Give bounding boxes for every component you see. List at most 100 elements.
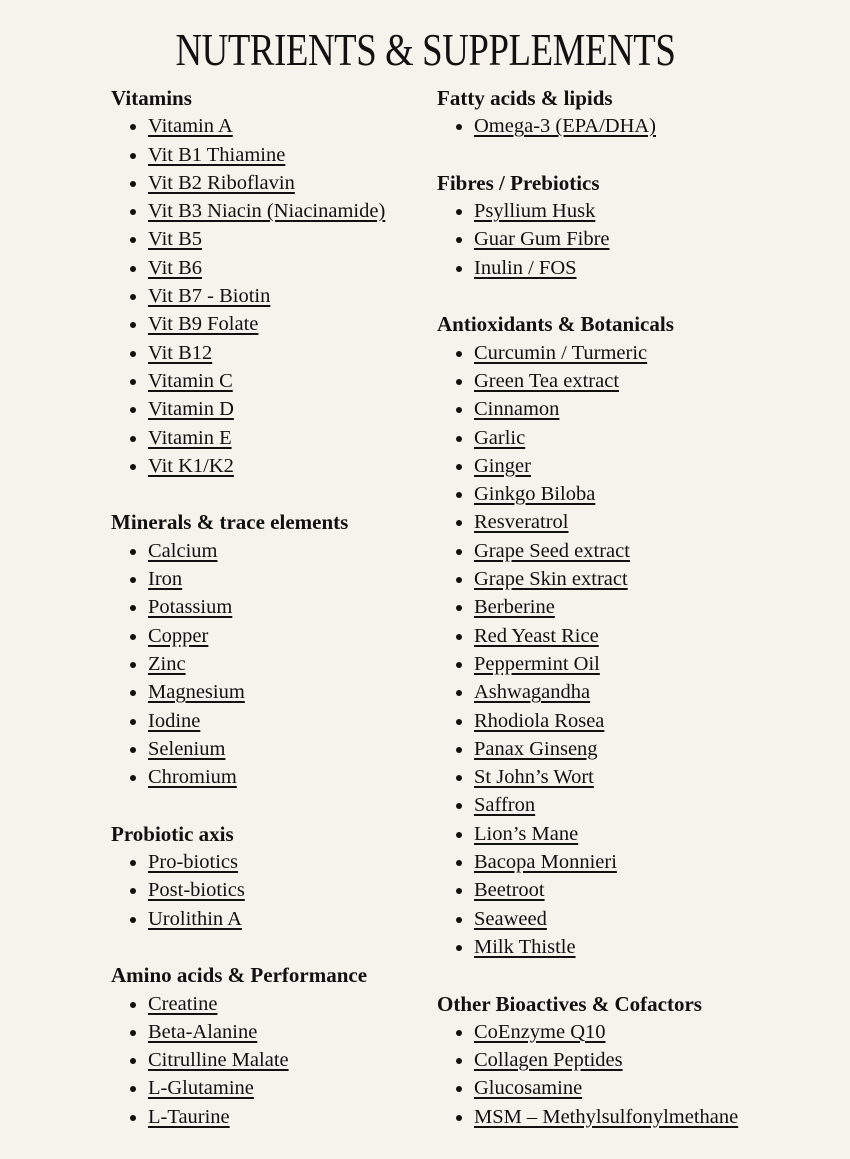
item-link[interactable]: Copper — [148, 624, 209, 647]
list-item: Resveratrol — [474, 508, 738, 536]
item-link[interactable]: Chromium — [148, 766, 237, 789]
item-link[interactable]: Milk Thistle — [474, 935, 576, 958]
item-link[interactable]: Lion’s Mane — [474, 822, 579, 845]
item-link[interactable]: Zinc — [148, 652, 186, 675]
right-column: Fatty acids & lipids Omega-3 (EPA/DHA) Fib… — [437, 84, 738, 1159]
item-link[interactable]: Vitamin D — [148, 398, 234, 421]
list-item: Calcium — [148, 537, 385, 565]
section-heading: Fibres / Prebiotics — [437, 170, 600, 195]
item-link[interactable]: Vit B6 — [148, 256, 203, 279]
item-link[interactable]: Selenium — [148, 737, 226, 760]
list-item: Garlic — [474, 424, 738, 452]
item-link[interactable]: Psyllium Husk — [474, 200, 596, 223]
item-link[interactable]: Vit K1/K2 — [148, 454, 234, 477]
section: Fibres / Prebiotics Psyllium Husk Guar Gum… — [437, 169, 738, 282]
list-item: Berberine — [474, 593, 738, 621]
section-heading: Probiotic axis — [111, 821, 234, 846]
list-item: Omega-3 (EPA/DHA) — [474, 112, 738, 140]
list-item: Vit B9 Folate — [148, 310, 385, 338]
item-link[interactable]: Iodine — [148, 709, 201, 732]
list-item: Vitamin C — [148, 367, 385, 395]
item-link[interactable]: St John’s Wort — [474, 766, 594, 789]
item-link[interactable]: Panax Ginseng — [474, 737, 598, 760]
page-title: NUTRIENTS & SUPPLEMENTS — [0, 22, 850, 78]
item-link[interactable]: Grape Skin extract — [474, 568, 628, 591]
item-link[interactable]: Berberine — [474, 596, 555, 619]
item-link[interactable]: Magnesium — [148, 681, 245, 704]
list-item: Red Yeast Rice — [474, 622, 738, 650]
item-link[interactable]: Creatine — [148, 992, 218, 1015]
item-link[interactable]: Saffron — [474, 794, 536, 817]
item-link[interactable]: L-Glutamine — [148, 1077, 254, 1100]
item-link[interactable]: Vit B3 Niacin (Niacinamide) — [148, 200, 386, 223]
item-link[interactable]: Vit B9 Folate — [148, 313, 259, 336]
list-item: Cinnamon — [474, 395, 738, 423]
list-item: CoEnzyme Q10 — [474, 1018, 738, 1046]
item-link[interactable]: Pro-biotics — [148, 851, 238, 874]
item-link[interactable]: Beetroot — [474, 879, 545, 902]
item-link[interactable]: Vitamin A — [148, 115, 233, 138]
item-link[interactable]: Curcumin / Turmeric — [474, 341, 648, 364]
item-link[interactable]: Calcium — [148, 539, 218, 562]
section: Vitamins Vitamin A Vit B1 Thiamine Vit B2 R… — [111, 84, 385, 480]
item-link[interactable]: Beta-Alanine — [148, 1020, 258, 1043]
item-link[interactable]: Seaweed — [474, 907, 547, 930]
section-heading: Amino acids & Performance — [111, 963, 368, 988]
item-link[interactable]: Urolithin A — [148, 907, 242, 930]
item-link[interactable]: Red Yeast Rice — [474, 624, 599, 647]
list-item: Magnesium — [148, 678, 385, 706]
item-link[interactable]: Vitamin E — [148, 426, 232, 449]
item-link[interactable]: Collagen Peptides — [474, 1049, 623, 1072]
item-link[interactable]: Vit B12 — [148, 341, 213, 364]
item-link[interactable]: Vit B2 Riboflavin — [148, 171, 295, 194]
item-link[interactable]: Grape Seed extract — [474, 539, 630, 562]
item-link[interactable]: Resveratrol — [474, 511, 569, 534]
section: Probiotic axis Pro-biotics Post-biotics Uro… — [111, 820, 385, 933]
list-item: Green Tea extract — [474, 367, 738, 395]
item-link[interactable]: Bacopa Monnieri — [474, 851, 617, 874]
list-item: Grape Skin extract — [474, 565, 738, 593]
item-link[interactable]: Vit B5 — [148, 228, 203, 251]
item-link[interactable]: Inulin / FOS — [474, 256, 577, 279]
list-item: Beetroot — [474, 876, 738, 904]
item-list: Calcium Iron Potassium Copper Zinc Magnesium I… — [111, 537, 385, 792]
item-link[interactable]: Potassium — [148, 596, 233, 619]
list-item: Guar Gum Fibre — [474, 225, 738, 253]
item-link[interactable]: Citrulline Malate — [148, 1049, 289, 1072]
item-link[interactable]: Vit B7 - Biotin — [148, 285, 271, 308]
item-link[interactable]: L-Taurine — [148, 1105, 230, 1128]
item-list: Vitamin A Vit B1 Thiamine Vit B2 Riboflavi… — [111, 112, 385, 480]
item-link[interactable]: Cinnamon — [474, 398, 560, 421]
item-list: Psyllium Husk Guar Gum Fibre Inulin / FOS — [437, 197, 738, 282]
left-column: Vitamins Vitamin A Vit B1 Thiamine Vit B2 R… — [111, 84, 385, 1159]
item-link[interactable]: Ashwagandha — [474, 681, 591, 704]
item-link[interactable]: Peppermint Oil — [474, 652, 600, 675]
item-link[interactable]: Vit B1 Thiamine — [148, 143, 286, 166]
item-link[interactable]: CoEnzyme Q10 — [474, 1020, 606, 1043]
list-item: Post-biotics — [148, 876, 385, 904]
item-link[interactable]: Rhodiola Rosea — [474, 709, 605, 732]
section: Minerals & trace elements Calcium Iron Pota… — [111, 508, 385, 791]
item-link[interactable]: Iron — [148, 568, 183, 591]
item-link[interactable]: Garlic — [474, 426, 526, 449]
list-item: Psyllium Husk — [474, 197, 738, 225]
item-list: Curcumin / Turmeric Green Tea extract Cinn… — [437, 339, 738, 962]
item-link[interactable]: Guar Gum Fibre — [474, 228, 610, 251]
list-item: Inulin / FOS — [474, 254, 738, 282]
item-link[interactable]: Vitamin C — [148, 369, 233, 392]
item-link[interactable]: Post-biotics — [148, 879, 245, 902]
item-link[interactable]: Green Tea extract — [474, 369, 620, 392]
item-link[interactable]: Ginkgo Biloba — [474, 483, 596, 506]
item-list: Omega-3 (EPA/DHA) — [437, 112, 738, 140]
list-item: L-Taurine — [148, 1103, 385, 1131]
section: Antioxidants & BotanicalsCurcumin / Turm… — [437, 310, 738, 961]
item-link[interactable]: Ginger — [474, 454, 531, 477]
item-link[interactable]: MSM – Methylsulfonylmethane — [474, 1105, 739, 1128]
list-item: Vit B2 Riboflavin — [148, 169, 385, 197]
item-link[interactable]: Glucosamine — [474, 1077, 583, 1100]
list-item: L-Glutamine — [148, 1074, 385, 1102]
list-item: Glucosamine — [474, 1074, 738, 1102]
item-link[interactable]: Omega-3 (EPA/DHA) — [474, 115, 657, 138]
list-item: Pro-biotics — [148, 848, 385, 876]
section-heading: Fatty acids & lipids — [437, 86, 613, 110]
